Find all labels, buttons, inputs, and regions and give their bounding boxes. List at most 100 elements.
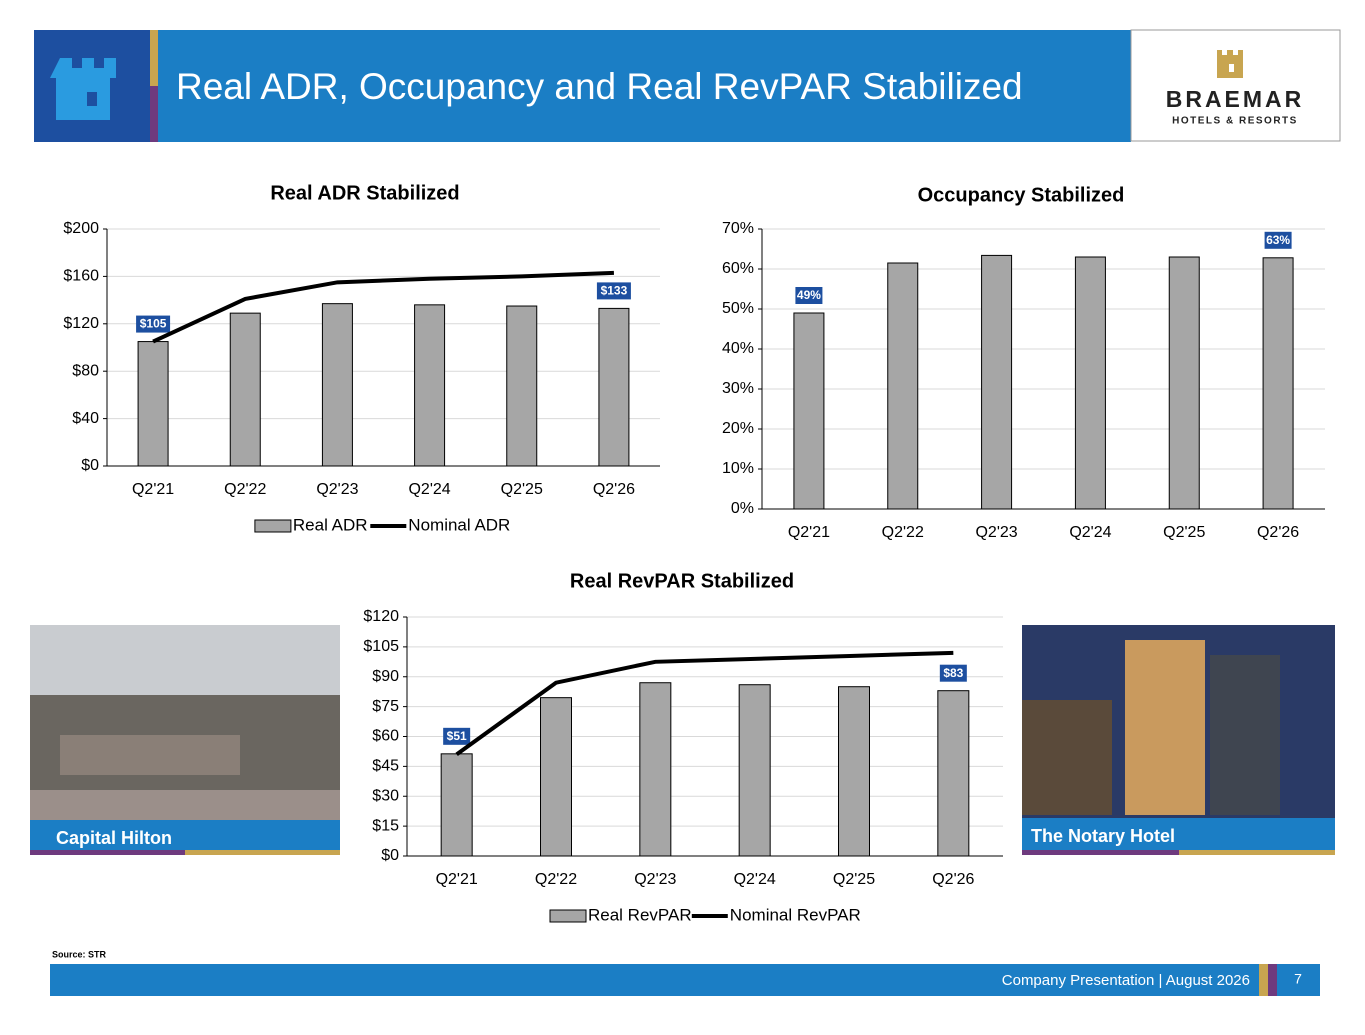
- bar: [793, 312, 825, 510]
- legend-swatch: [254, 519, 292, 533]
- caption-stripe: [30, 850, 185, 855]
- y-tick-label: $120: [63, 315, 99, 332]
- y-tick-label: $120: [363, 608, 399, 625]
- bar: [137, 341, 169, 467]
- value-label-box: [136, 315, 171, 333]
- value-label-box: [443, 727, 471, 745]
- x-tick-label: Q2'23: [316, 481, 358, 498]
- bar: [937, 690, 970, 857]
- bar: [598, 307, 630, 467]
- y-tick-label: 10%: [722, 460, 754, 477]
- bar: [1074, 256, 1106, 510]
- footer-stripe: [1259, 964, 1268, 996]
- value-label: 63%: [1266, 233, 1290, 247]
- bar: [440, 753, 473, 857]
- line-series: [152, 270, 614, 344]
- value-label-box: [1264, 231, 1292, 249]
- y-tick-label: $60: [372, 728, 399, 745]
- value-label: $105: [140, 317, 167, 331]
- bar: [414, 304, 446, 467]
- caption-bar: [30, 820, 340, 850]
- bar: [321, 303, 353, 467]
- y-tick-label: $80: [72, 362, 99, 379]
- value-label-box: [939, 664, 967, 682]
- line-series: [455, 650, 954, 757]
- legend-label: Real ADR: [293, 515, 368, 534]
- header-stripe: [150, 86, 158, 142]
- y-tick-label: $105: [363, 638, 399, 655]
- x-tick-label: Q2'26: [1257, 524, 1299, 541]
- castle-door: [87, 92, 97, 106]
- x-tick-label: Q2'22: [224, 481, 266, 498]
- photo-building: [1125, 640, 1205, 815]
- x-tick-label: Q2'22: [535, 871, 577, 888]
- logo-sub: HOTELS & RESORTS: [1172, 116, 1298, 127]
- y-tick-label: 20%: [722, 420, 754, 437]
- x-tick-label: Q2'21: [788, 524, 830, 541]
- value-label-box: [596, 282, 631, 300]
- castle-icon: [50, 58, 116, 120]
- y-tick-label: $30: [372, 787, 399, 804]
- x-tick-label: Q2'23: [634, 871, 676, 888]
- x-tick-label: Q2'21: [436, 871, 478, 888]
- photo-floor: [30, 790, 340, 820]
- logo-box: [1130, 29, 1341, 142]
- legend-label: Nominal ADR: [408, 515, 510, 534]
- value-label: 49%: [797, 288, 821, 302]
- y-tick-label: 50%: [722, 300, 754, 317]
- x-tick-label: Q2'22: [882, 524, 924, 541]
- caption-stripe: [1179, 850, 1335, 855]
- legend-swatch: [549, 909, 587, 923]
- photo-caption: The Notary Hotel: [1031, 826, 1175, 846]
- caption-stripe: [1022, 850, 1179, 855]
- x-tick-label: Q2'26: [932, 871, 974, 888]
- header-title: Real ADR, Occupancy and Real RevPAR Stab…: [176, 66, 1023, 107]
- x-tick-label: Q2'26: [593, 481, 635, 498]
- footer-text: Company Presentation | August 2026: [1002, 972, 1250, 989]
- header-stripe: [150, 30, 158, 86]
- bar: [981, 254, 1013, 510]
- chart-title: Real RevPAR Stabilized: [570, 570, 794, 592]
- y-tick-label: $0: [381, 847, 399, 864]
- x-tick-label: Q2'25: [1163, 524, 1205, 541]
- page-number: 7: [1294, 971, 1302, 987]
- photo-furniture: [60, 735, 240, 775]
- photo-ceiling: [30, 625, 340, 695]
- photo-caption: Capital Hilton: [56, 828, 172, 848]
- bar: [639, 682, 672, 857]
- y-tick-label: $90: [372, 668, 399, 685]
- legend-label: Real RevPAR: [588, 905, 692, 924]
- y-tick-label: 30%: [722, 380, 754, 397]
- logo-name: BRAEMAR: [1166, 86, 1305, 112]
- value-label: $83: [943, 666, 963, 680]
- bar: [1262, 257, 1294, 510]
- x-tick-label: Q2'24: [1069, 524, 1111, 541]
- bar: [506, 305, 538, 467]
- caption-stripe: [185, 850, 340, 855]
- photo-building: [1022, 700, 1112, 815]
- chart-title: Occupancy Stabilized: [918, 184, 1125, 206]
- y-tick-label: $160: [63, 268, 99, 285]
- y-tick-label: $40: [72, 410, 99, 427]
- x-tick-label: Q2'25: [501, 481, 543, 498]
- bar: [1168, 256, 1200, 510]
- caption-bar: [1022, 818, 1335, 850]
- y-tick-label: $15: [372, 817, 399, 834]
- y-tick-label: $0: [81, 457, 99, 474]
- x-tick-label: Q2'25: [833, 871, 875, 888]
- y-tick-label: 60%: [722, 260, 754, 277]
- photo-building: [1210, 655, 1280, 815]
- footer-stripe: [1268, 964, 1277, 996]
- y-tick-label: $75: [372, 698, 399, 715]
- bar: [540, 697, 572, 857]
- bar: [229, 312, 261, 467]
- x-tick-label: Q2'24: [734, 871, 776, 888]
- header-bar: [34, 30, 1131, 142]
- y-tick-label: $200: [63, 220, 99, 237]
- bar: [887, 262, 919, 510]
- x-tick-label: Q2'24: [408, 481, 450, 498]
- y-tick-label: 40%: [722, 340, 754, 357]
- x-tick-label: Q2'23: [975, 524, 1017, 541]
